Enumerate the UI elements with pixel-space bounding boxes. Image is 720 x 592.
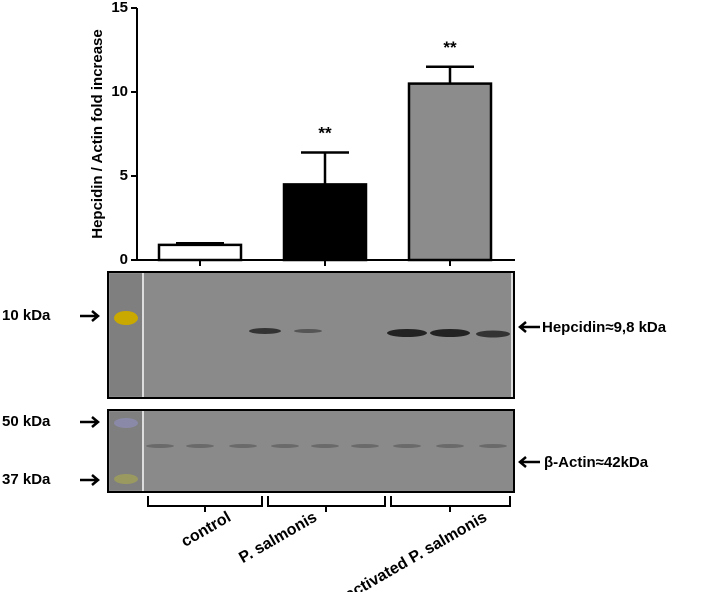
category-label: Inactivated P. salmonis: [330, 509, 490, 592]
band-label: β-Actin≈42kDa: [544, 454, 649, 471]
band: [476, 330, 510, 338]
y-tick-label: 10: [111, 83, 128, 100]
significance-label: **: [443, 38, 457, 57]
band: [294, 329, 322, 333]
group-brackets: [147, 496, 511, 512]
marker-label: 37 kDa: [2, 471, 51, 488]
category-label: control: [179, 509, 234, 551]
y-axis-label: Hepcidin / Actin fold increase: [89, 29, 106, 239]
ladder-band: [114, 311, 138, 325]
y-tick-label: 5: [120, 167, 128, 184]
bar: [407, 82, 493, 262]
marker-label: 10 kDa: [2, 307, 51, 324]
category-label: P. salmonis: [236, 509, 320, 567]
y-tick-label: 0: [120, 251, 128, 268]
blots: 10 kDa 50 kDa 37 kDa Hepcidin≈9,8 kDa β-…: [2, 271, 667, 512]
bar: [157, 243, 243, 262]
y-tick-label: 15: [111, 0, 128, 16]
arrows: [80, 310, 540, 486]
marker-label: 50 kDa: [2, 413, 51, 430]
band-label: Hepcidin≈9,8 kDa: [542, 319, 667, 336]
band: [249, 328, 281, 334]
blot-panel: [107, 409, 515, 493]
ladder-band: [114, 474, 138, 484]
band: [430, 329, 470, 337]
ladder-band: [114, 418, 138, 428]
band: [387, 329, 427, 337]
actin-bands: [146, 444, 507, 448]
bar: [282, 183, 368, 262]
ladder-lane: [110, 274, 142, 396]
significance-label: **: [318, 123, 332, 142]
